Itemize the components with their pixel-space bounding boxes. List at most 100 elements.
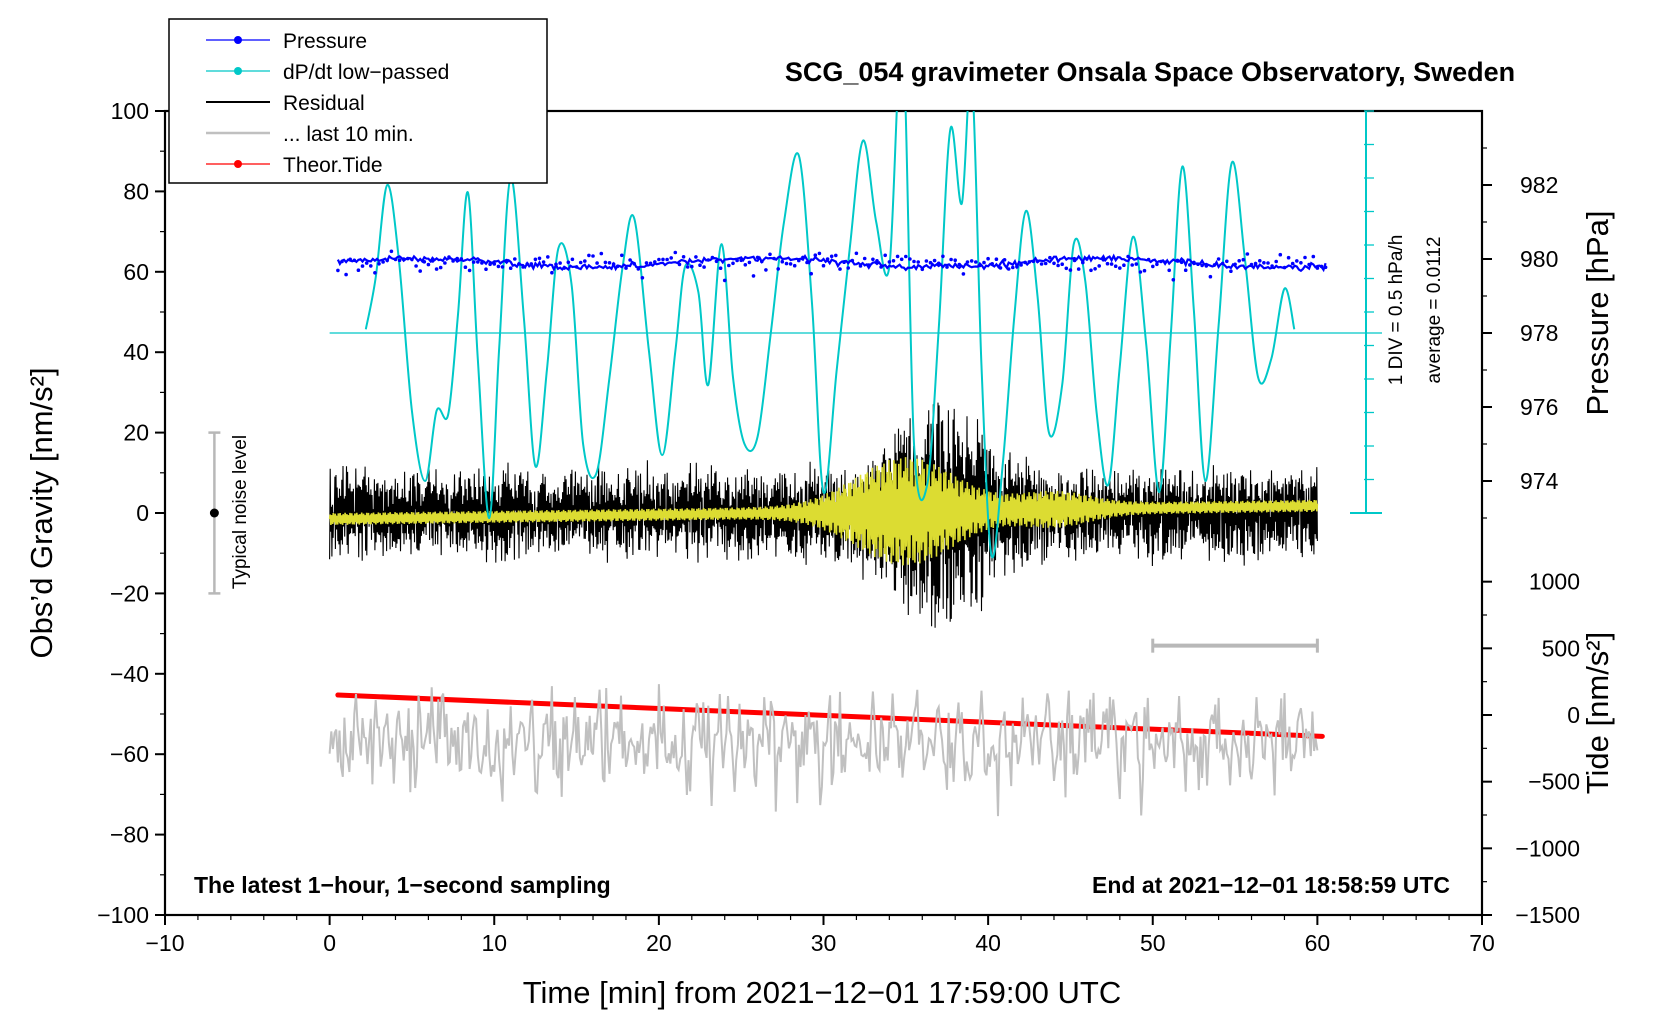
pressure-point <box>397 258 402 263</box>
pressure-point <box>356 268 361 273</box>
pressure-point <box>924 259 929 263</box>
pressure-point <box>1113 264 1118 269</box>
pressure-point <box>1311 254 1316 259</box>
y-tick-label: 60 <box>123 259 149 285</box>
pressure-point <box>467 268 472 273</box>
y-tick-label: 20 <box>123 420 149 446</box>
pressure-point <box>875 259 879 263</box>
pressure-point <box>508 266 513 271</box>
pressure-point <box>792 263 797 268</box>
pressure-point <box>1225 259 1229 264</box>
pressure-point <box>813 253 818 257</box>
pressure-point <box>747 260 752 265</box>
pressure-point <box>336 268 340 273</box>
pressure-point <box>644 261 649 265</box>
pressure-point <box>731 261 735 266</box>
pressure-point <box>722 278 727 283</box>
y-tick-label: −20 <box>110 580 149 606</box>
pressure-point <box>438 265 443 270</box>
pressure-point <box>941 254 945 259</box>
pressure-point <box>1266 261 1270 265</box>
pressure-point <box>1076 267 1081 271</box>
legend-label-pressure: Pressure <box>283 30 367 53</box>
pressure-point <box>871 257 875 262</box>
pressure-point <box>484 267 488 272</box>
pressure-point <box>768 252 772 257</box>
x-tick-label: 30 <box>811 930 837 956</box>
pressure-point <box>945 265 949 269</box>
tide-tick-label: −1500 <box>1515 902 1580 928</box>
pressure-point <box>500 265 505 269</box>
pressure-point <box>908 257 912 261</box>
y-tick-label: −80 <box>110 822 149 848</box>
pressure-point <box>673 250 678 255</box>
pressure-point <box>1052 261 1056 266</box>
pressure-point <box>1299 261 1303 265</box>
pressure-point <box>1006 267 1011 271</box>
pressure-line <box>336 253 1327 273</box>
axis-ticks <box>155 110 1492 925</box>
pressure-point <box>463 265 468 270</box>
pressure-point <box>895 254 900 259</box>
pressure-point <box>1183 268 1188 273</box>
pressure-point <box>698 263 702 268</box>
pressure-point <box>1048 255 1052 260</box>
pressure-point <box>846 266 850 270</box>
pressure-point <box>953 258 957 263</box>
tide-tick-label: 1000 <box>1529 569 1580 595</box>
data-layer <box>328 111 1382 817</box>
pressure-point <box>1171 278 1176 282</box>
pressure-point <box>838 267 842 271</box>
pressure-series <box>336 249 1328 283</box>
pressure-point <box>1142 268 1147 273</box>
x-axis-title: Time [min] from 2021−12−01 17:59:00 UTC <box>523 975 1122 1010</box>
pressure-point <box>1002 258 1007 262</box>
pressure-point <box>809 271 813 276</box>
pressure-point <box>681 254 686 259</box>
noise-bar-center <box>209 508 219 518</box>
pressure-point <box>1105 261 1110 266</box>
pressure-point <box>854 251 859 256</box>
pressure-point <box>640 276 645 280</box>
pressure-point <box>537 256 542 261</box>
pressure-point <box>821 263 826 268</box>
pressure-point <box>694 255 698 259</box>
pressure-point <box>1064 266 1069 271</box>
y-tick-label: 100 <box>111 98 149 124</box>
pressure-point <box>718 266 723 271</box>
pressure-point <box>751 274 756 278</box>
y-tick-label: 0 <box>136 500 149 526</box>
pressure-point <box>912 259 916 264</box>
pressure-point <box>887 260 892 264</box>
residual-line <box>329 402 1318 628</box>
tide-tick-label: −500 <box>1528 769 1580 795</box>
pressure-point <box>1089 268 1093 273</box>
x-tick-label: 60 <box>1305 930 1331 956</box>
dpdt-line <box>364 111 1296 559</box>
pressure-point <box>1118 266 1122 270</box>
tide-axis-title: Tide [nm/s²] <box>1580 632 1615 795</box>
x-tick-label: 10 <box>481 930 507 956</box>
pressure-point <box>661 257 665 262</box>
pressure-point <box>1188 263 1192 267</box>
x-tick-label: 0 <box>323 930 336 956</box>
pressure-point <box>969 259 974 263</box>
pressure-point <box>928 260 933 265</box>
pressure-point <box>1229 269 1233 274</box>
x-tick-label: 50 <box>1140 930 1166 956</box>
pressure-point <box>1303 255 1307 260</box>
legend-marker-tide <box>234 160 242 168</box>
pressure-point <box>591 254 595 258</box>
pressure-point <box>513 257 517 261</box>
pressure-point <box>1155 262 1159 267</box>
pressure-point <box>743 263 748 267</box>
pressure-point <box>1290 261 1295 266</box>
overlay-layer <box>208 110 1382 653</box>
pressure-point <box>916 260 920 264</box>
pressure-point <box>607 261 612 265</box>
pressure-point <box>1060 262 1064 267</box>
y-tick-label: −40 <box>110 661 149 687</box>
pressure-point <box>541 260 546 264</box>
pressure-point <box>414 264 418 268</box>
